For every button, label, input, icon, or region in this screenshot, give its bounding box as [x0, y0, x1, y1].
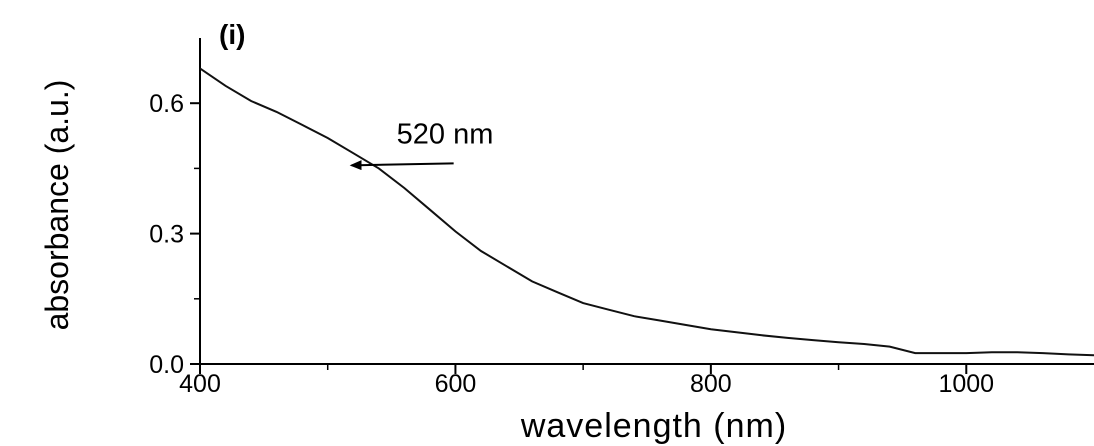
- annotation-arrow: [349, 160, 454, 171]
- x-tick-label: 600: [435, 370, 477, 398]
- annotation-label: 520 nm: [397, 118, 494, 150]
- x-tick-label: 1000: [938, 370, 994, 398]
- x-axis-title: wavelength (nm): [520, 407, 787, 445]
- y-tick-label: 0.0: [149, 351, 184, 379]
- y-tick-label: 0.3: [149, 221, 184, 249]
- x-tick-label: 800: [690, 370, 732, 398]
- major-ticks: [190, 102, 968, 374]
- minor-ticks: [194, 167, 840, 370]
- y-tick-label: 0.6: [149, 90, 184, 118]
- series-line-absorbance: [199, 67, 1094, 357]
- tick-labels: 400 600 800 1000 0.0 0.3 0.6: [149, 90, 994, 398]
- x-tick-label: 400: [179, 370, 221, 398]
- panel-label: (i): [219, 19, 245, 50]
- y-axis-title: absorbance (a.u.): [39, 80, 75, 331]
